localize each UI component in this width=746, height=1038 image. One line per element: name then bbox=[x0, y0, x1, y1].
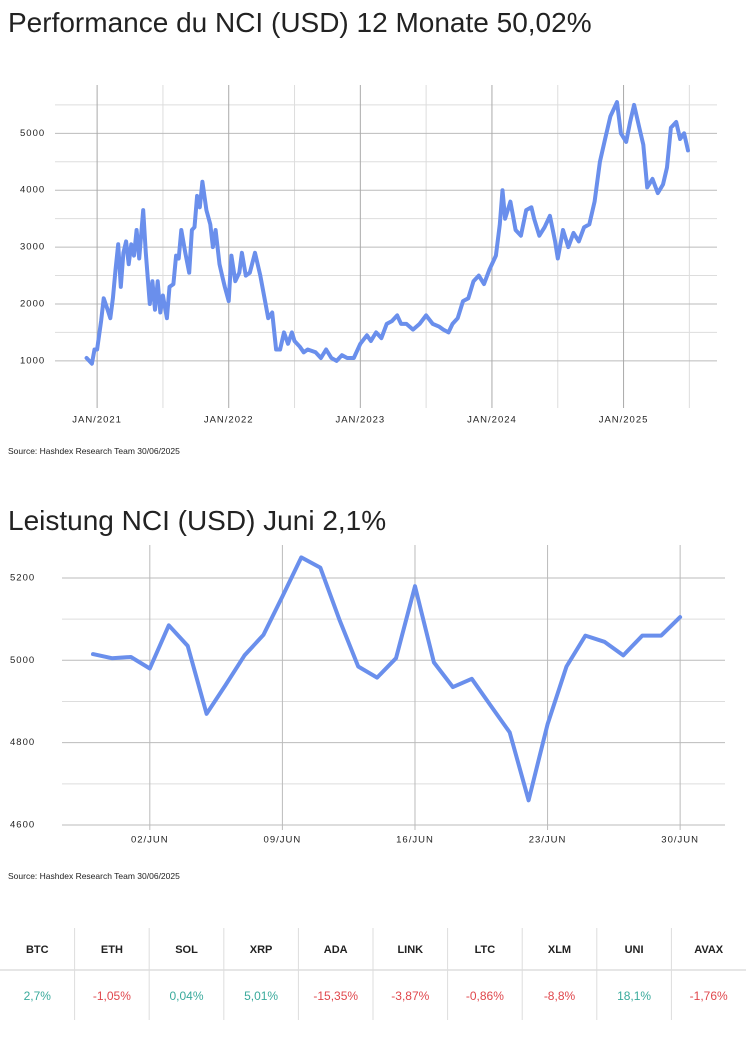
chart-title: Leistung NCI (USD) Juni 2,1% bbox=[8, 505, 386, 536]
column-header: AVAX bbox=[694, 944, 724, 956]
y-tick-label: 5200 bbox=[10, 572, 35, 583]
y-tick-label: 5000 bbox=[20, 128, 45, 139]
x-tick-label: 02/JUN bbox=[131, 835, 169, 846]
cell-value: -3,87% bbox=[391, 989, 429, 1003]
column-header: ADA bbox=[324, 944, 348, 956]
column-header: LTC bbox=[475, 944, 496, 956]
y-tick-label: 1000 bbox=[20, 355, 45, 366]
x-tick-label: JAN/2022 bbox=[204, 415, 254, 426]
x-tick-label: JAN/2023 bbox=[335, 415, 385, 426]
column-header: BTC bbox=[26, 944, 49, 956]
column-header: LINK bbox=[397, 944, 423, 956]
x-tick-label: 09/JUN bbox=[264, 835, 302, 846]
y-tick-label: 4000 bbox=[20, 185, 45, 196]
column-header: SOL bbox=[175, 944, 198, 956]
source: Source: Hashdex Research Team 30/06/2025 bbox=[8, 446, 180, 456]
y-tick-label: 5000 bbox=[10, 655, 35, 666]
x-tick-label: JAN/2024 bbox=[467, 415, 517, 426]
x-tick-label: 23/JUN bbox=[529, 835, 567, 846]
column-header: ETH bbox=[101, 944, 123, 956]
cell-value: -15,35% bbox=[313, 989, 358, 1003]
column-header: XRP bbox=[250, 944, 273, 956]
x-tick-label: JAN/2021 bbox=[72, 415, 122, 426]
y-tick-label: 2000 bbox=[20, 299, 45, 310]
x-tick-label: 16/JUN bbox=[396, 835, 434, 846]
cell-value: 2,7% bbox=[24, 989, 52, 1003]
source: Source: Hashdex Research Team 30/06/2025 bbox=[8, 871, 180, 881]
y-tick-label: 4600 bbox=[10, 820, 35, 831]
cell-value: 18,1% bbox=[617, 989, 651, 1003]
cell-value: -0,86% bbox=[466, 989, 504, 1003]
cell-value: -1,76% bbox=[690, 989, 728, 1003]
y-tick-label: 4800 bbox=[10, 737, 35, 748]
data-line bbox=[91, 555, 683, 803]
column-header: XLM bbox=[548, 944, 571, 956]
y-tick-label: 3000 bbox=[20, 242, 45, 253]
x-tick-label: JAN/2025 bbox=[599, 415, 649, 426]
data-line bbox=[84, 100, 690, 366]
cell-value: -1,05% bbox=[93, 989, 131, 1003]
column-header: UNI bbox=[625, 944, 644, 956]
cell-value: 0,04% bbox=[169, 989, 203, 1003]
cell-value: -8,8% bbox=[544, 989, 576, 1003]
chart-title: Performance du NCI (USD) 12 Monate 50,02… bbox=[8, 7, 592, 38]
x-tick-label: 30/JUN bbox=[661, 835, 699, 846]
cell-value: 5,01% bbox=[244, 989, 278, 1003]
